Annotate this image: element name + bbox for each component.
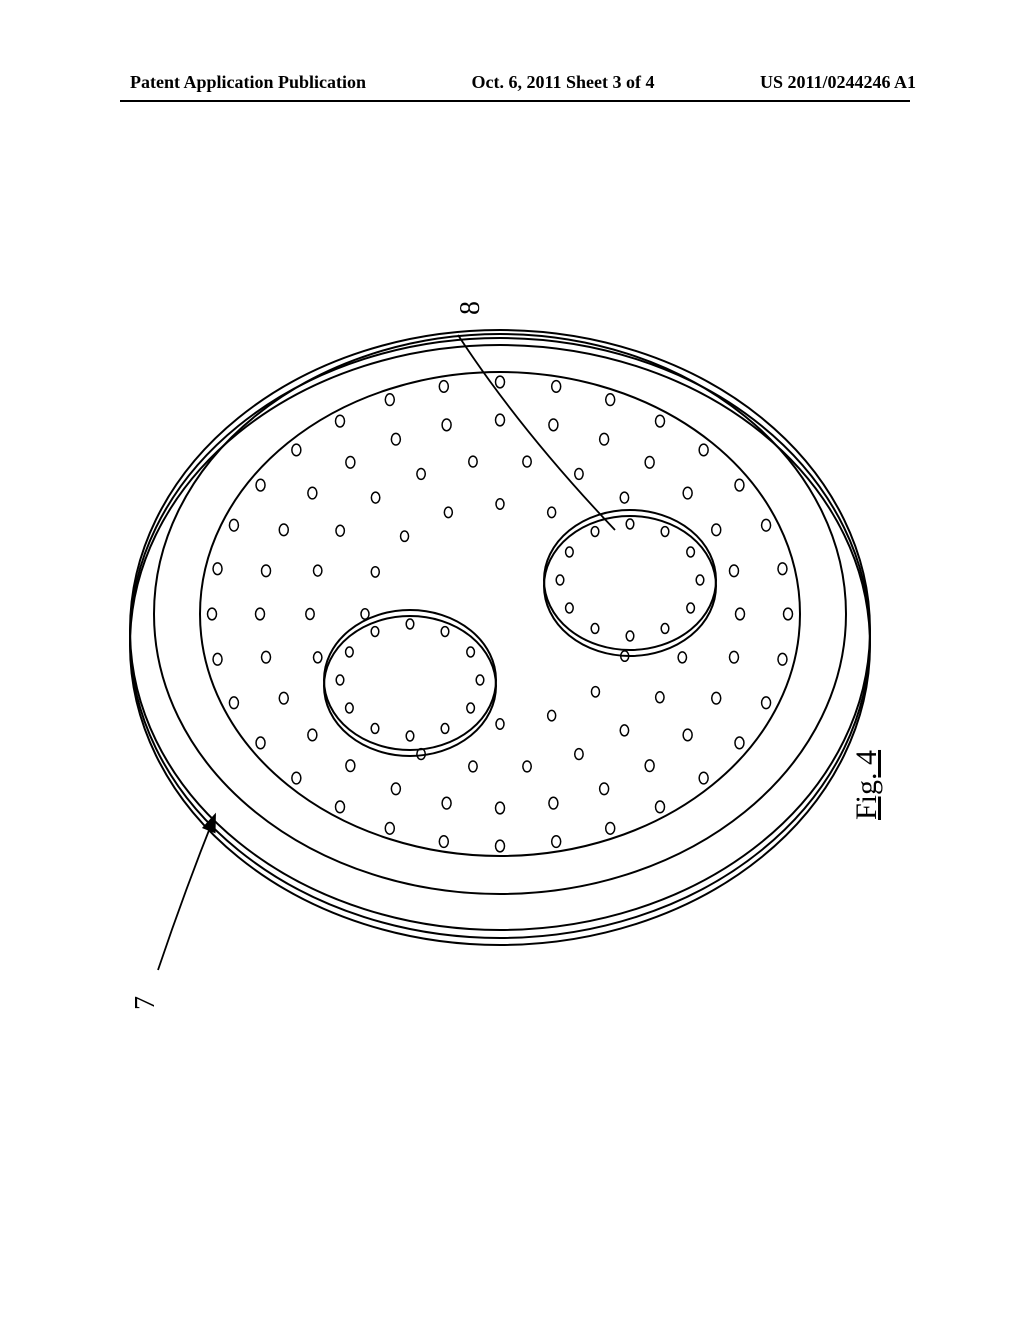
ref-number-7: 7 (130, 996, 162, 1010)
header-right: US 2011/0244246 A1 (760, 72, 916, 93)
header-center: Oct. 6, 2011 Sheet 3 of 4 (472, 72, 655, 93)
patent-page: Patent Application Publication Oct. 6, 2… (0, 0, 1024, 1320)
header-left: Patent Application Publication (130, 72, 366, 93)
header-rule (120, 100, 910, 102)
figure-4 (90, 200, 910, 1100)
figure-label: Fig. 4 (850, 750, 884, 820)
page-header: Patent Application Publication Oct. 6, 2… (0, 72, 1024, 93)
